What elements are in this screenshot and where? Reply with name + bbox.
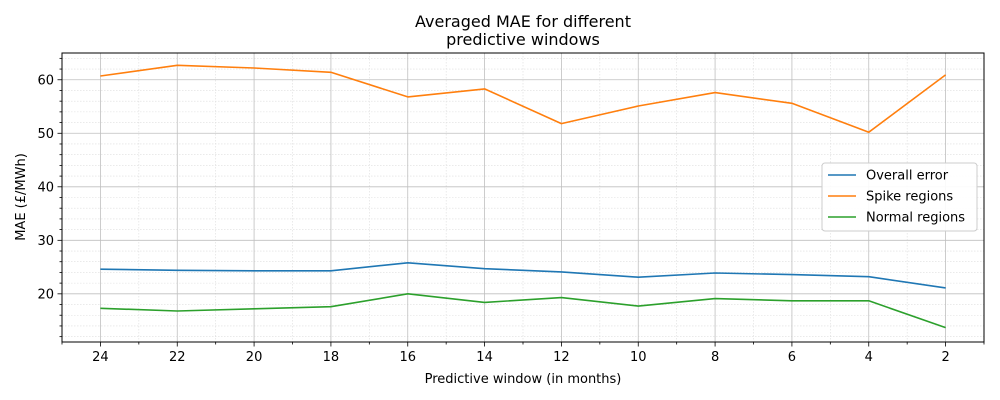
- legend: Overall error Spike regions Normal regions: [821, 162, 978, 232]
- x-tick-label: 22: [169, 350, 186, 365]
- x-tick-label: 6: [788, 350, 796, 365]
- x-tick-label: 2: [941, 350, 949, 365]
- major-grid: [62, 53, 984, 342]
- legend-label: Normal regions: [866, 211, 965, 226]
- legend-label: Spike regions: [866, 190, 953, 205]
- y-tick-label: 40: [37, 180, 54, 195]
- chart-subtitle: predictive windows: [446, 30, 600, 49]
- x-axis-label: Predictive window (in months): [425, 372, 622, 387]
- chart-title: Averaged MAE for different: [415, 12, 631, 31]
- y-axis-label: MAE (£/MWh): [14, 153, 29, 241]
- x-tick-label: 4: [865, 350, 873, 365]
- x-tick-label: 10: [630, 350, 647, 365]
- series-line-spike-regions: [100, 64, 947, 133]
- y-tick-label: 60: [37, 73, 54, 88]
- x-tick-label: 24: [92, 350, 109, 365]
- x-tick-label: 8: [711, 350, 719, 365]
- y-tick-label: 30: [37, 234, 54, 249]
- series-lines: [100, 64, 947, 329]
- y-tick-label: 50: [37, 127, 54, 142]
- y-tick-label: 20: [37, 287, 54, 302]
- x-tick-label: 16: [399, 350, 416, 365]
- x-axis-ticks: 24 22 20 18 16 14 12 10 8 6 4 2: [61, 342, 985, 365]
- series-line-overall-error: [100, 261, 946, 289]
- legend-box: [821, 162, 978, 232]
- series-line-normal-regions: [100, 292, 946, 329]
- x-tick-label: 12: [553, 350, 570, 365]
- y-axis-ticks: 20 30 40 50 60: [37, 57, 62, 338]
- legend-label: Overall error: [866, 169, 949, 184]
- x-tick-label: 18: [323, 350, 340, 365]
- x-tick-label: 14: [476, 350, 493, 365]
- x-tick-label: 20: [246, 350, 263, 365]
